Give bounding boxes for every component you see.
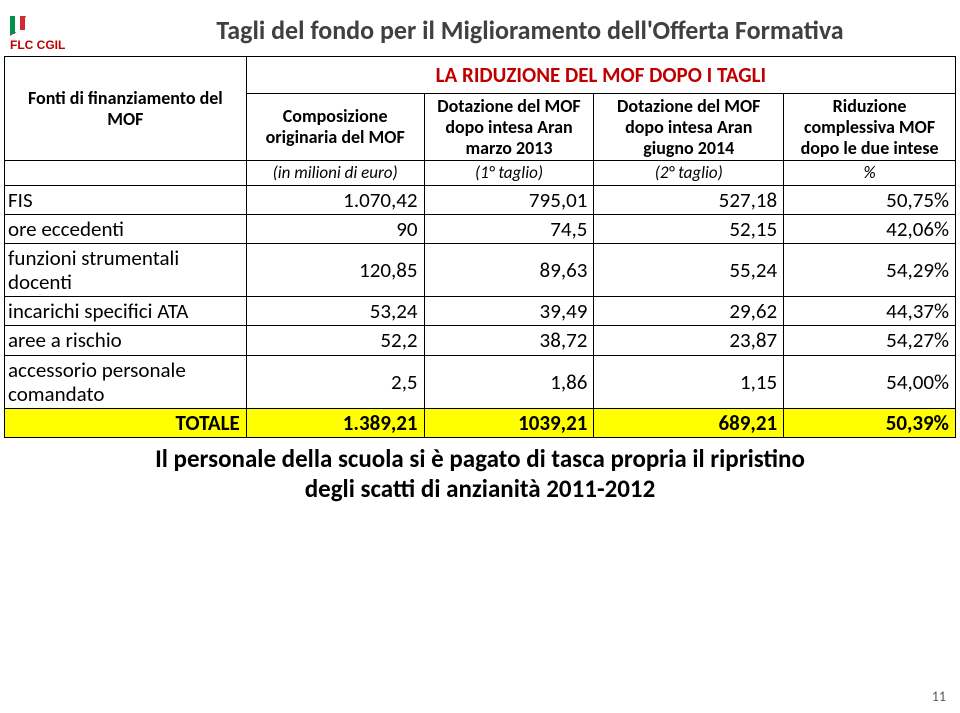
cell: 89,63 (424, 244, 594, 297)
col-sub-4: % (784, 161, 956, 186)
table-row: ore eccedenti 90 74,5 52,15 42,06% (5, 214, 956, 243)
footer-line-2: degli scatti di anzianità 2011-2012 (40, 474, 920, 504)
col-sub-1: (in milioni di euro) (246, 161, 424, 186)
table-total-row: TOTALE 1.389,21 1039,21 689,21 50,39% (5, 408, 956, 437)
cell: 1,86 (424, 355, 594, 408)
total-cell: 1.389,21 (246, 408, 424, 437)
cell: 54,27% (784, 326, 956, 355)
total-cell: 1039,21 (424, 408, 594, 437)
col-header-fonti: Fonti di finanziamento del MOF (5, 57, 247, 161)
col-header-label: Composizione originaria del MOF (266, 105, 405, 148)
cell: 50,75% (784, 185, 956, 214)
table-row: aree a rischio 52,2 38,72 23,87 54,27% (5, 326, 956, 355)
table-row: incarichi specifici ATA 53,24 39,49 29,6… (5, 297, 956, 326)
col-sub-2: (1° taglio) (424, 161, 594, 186)
cell: 38,72 (424, 326, 594, 355)
table-title: LA RIDUZIONE DEL MOF DOPO I TAGLI (436, 62, 766, 88)
cell: 54,29% (784, 244, 956, 297)
row-label: incarichi specifici ATA (5, 297, 247, 326)
logo-text: FLC CGIL (10, 38, 65, 52)
col-header-label: Fonti di finanziamento del MOF (28, 87, 223, 130)
cell: 52,2 (246, 326, 424, 355)
page-number: 11 (932, 688, 946, 705)
cell: 52,15 (594, 214, 784, 243)
col-header-label: Dotazione del MOF dopo intesa Aran marzo… (437, 95, 580, 158)
cell: 54,00% (784, 355, 956, 408)
cell: 90 (246, 214, 424, 243)
cell: 23,87 (594, 326, 784, 355)
col-header-dotazione-2013: Dotazione del MOF dopo intesa Aran marzo… (424, 94, 594, 161)
col-header-riduzione: Riduzione complessiva MOF dopo le due in… (784, 94, 956, 161)
col-header-composizione: Composizione originaria del MOF (246, 94, 424, 161)
total-label: TOTALE (5, 408, 247, 437)
row-label: accessorio personale comandato (5, 355, 247, 408)
cell: 44,37% (784, 297, 956, 326)
table-header-sub-row: (in milioni di euro) (1° taglio) (2° tag… (5, 161, 956, 186)
row-label: funzioni strumentali docenti (5, 244, 247, 297)
flc-cgil-logo: FLC CGIL (8, 14, 76, 52)
cell: 1.070,42 (246, 185, 424, 214)
cell: 53,24 (246, 297, 424, 326)
col-header-label: Riduzione complessiva MOF dopo le due in… (801, 95, 939, 158)
cell: 795,01 (424, 185, 594, 214)
footer-line-1: Il personale della scuola si è pagato di… (40, 444, 920, 474)
total-cell: 50,39% (784, 408, 956, 437)
col-header-label: Dotazione del MOF dopo intesa Aran giugn… (617, 95, 760, 158)
cell: 527,18 (594, 185, 784, 214)
table-row: FIS 1.070,42 795,01 527,18 50,75% (5, 185, 956, 214)
cell: 2,5 (246, 355, 424, 408)
table-header-top-row: Fonti di finanziamento del MOF LA RIDUZI… (5, 57, 956, 94)
footer-text: Il personale della scuola si è pagato di… (40, 444, 920, 504)
slide-title: Tagli del fondo per il Miglioramento del… (120, 14, 940, 46)
table-title-cell: LA RIDUZIONE DEL MOF DOPO I TAGLI (246, 57, 955, 94)
row-label: aree a rischio (5, 326, 247, 355)
cell: 55,24 (594, 244, 784, 297)
cell: 120,85 (246, 244, 424, 297)
col-sub-0 (5, 161, 247, 186)
col-header-dotazione-2014: Dotazione del MOF dopo intesa Aran giugn… (594, 94, 784, 161)
row-label: FIS (5, 185, 247, 214)
cell: 74,5 (424, 214, 594, 243)
cell: 39,49 (424, 297, 594, 326)
total-cell: 689,21 (594, 408, 784, 437)
cell: 42,06% (784, 214, 956, 243)
col-sub-3: (2° taglio) (594, 161, 784, 186)
table-row: accessorio personale comandato 2,5 1,86 … (5, 355, 956, 408)
cell: 29,62 (594, 297, 784, 326)
table-row: funzioni strumentali docenti 120,85 89,6… (5, 244, 956, 297)
cell: 1,15 (594, 355, 784, 408)
mof-table: Fonti di finanziamento del MOF LA RIDUZI… (4, 56, 956, 438)
slide: FLC CGIL Tagli del fondo per il Migliora… (0, 0, 960, 713)
row-label: ore eccedenti (5, 214, 247, 243)
